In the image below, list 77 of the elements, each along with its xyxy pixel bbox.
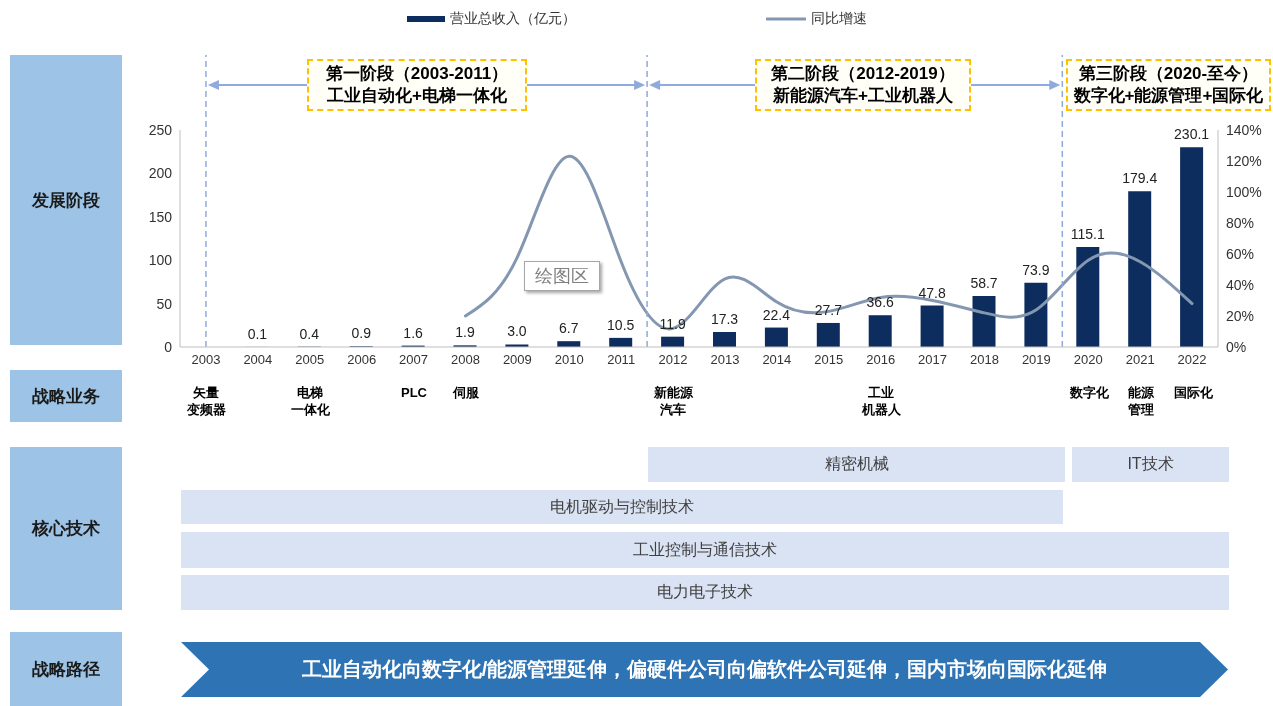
x-tick-label: 2014 [762, 352, 792, 368]
text: 电梯一体化 [290, 384, 330, 418]
x-tick-label: 2013 [710, 352, 740, 368]
y2-tick-label: 100% [1226, 183, 1262, 200]
x-tick-label: 2021 [1125, 352, 1155, 368]
data-label: 1.6 [403, 324, 424, 341]
text: IT技术 [1127, 454, 1174, 474]
data-label: 58.7 [970, 275, 998, 292]
y-tick-label: 200 [148, 165, 173, 182]
text: 能源管理 [1128, 384, 1154, 418]
text: 国际化 [1173, 384, 1213, 401]
data-label: 0.9 [351, 325, 372, 342]
text: 电力电子技术 [657, 582, 753, 602]
data-label: 17.3 [710, 310, 739, 327]
x-tick-label: 2015 [814, 352, 844, 368]
x-tick-label: 2004 [243, 352, 273, 368]
x-tick-label: 2007 [399, 352, 429, 368]
legend-label: 营业总收入（亿元） [449, 10, 576, 28]
x-tick-label: 2009 [502, 352, 532, 368]
x-tick-label: 2019 [1021, 352, 1051, 368]
x-tick-label: 2022 [1177, 352, 1207, 368]
y-tick-label: 250 [148, 121, 173, 138]
y-tick-label: 100 [148, 252, 173, 269]
text: 第三阶段（2020-至今）数字化+能源管理+国际化 [1073, 63, 1264, 107]
data-label: 27.7 [814, 301, 843, 318]
text: 第一阶段（2003-2011）工业自动化+电梯一体化 [325, 63, 509, 107]
data-label: 47.8 [918, 284, 946, 301]
text: 矢量变频器 [186, 384, 226, 418]
x-tick-label: 2020 [1073, 352, 1103, 368]
y2-tick-label: 20% [1226, 307, 1255, 324]
data-label: 0.1 [247, 325, 268, 342]
text: 战略路径 [32, 658, 100, 681]
x-tick-label: 2010 [554, 352, 584, 368]
y-tick-label: 150 [148, 208, 173, 225]
text: 电机驱动与控制技术 [550, 496, 694, 517]
text: 数字化 [1069, 384, 1109, 401]
text: 精密机械 [824, 454, 889, 474]
text: 伺服 [453, 384, 479, 401]
data-label: 115.1 [1070, 226, 1106, 243]
legend-label: 同比增速 [810, 10, 867, 28]
text: PLC [401, 384, 427, 401]
data-label: 230.1 [1174, 126, 1210, 143]
x-tick-label: 2016 [866, 352, 896, 368]
data-label: 22.4 [762, 306, 791, 323]
data-label: 6.7 [559, 320, 579, 337]
text: 战略业务 [32, 385, 100, 408]
data-label: 10.5 [607, 316, 635, 333]
text: 第二阶段（2012-2019）新能源汽车+工业机器人 [771, 63, 955, 107]
y2-tick-label: 80% [1226, 214, 1255, 231]
x-tick-label: 2017 [918, 352, 948, 368]
text: 工业控制与通信技术 [633, 539, 777, 560]
y2-tick-label: 40% [1226, 276, 1255, 293]
y2-tick-label: 120% [1226, 152, 1262, 169]
x-tick-label: 2003 [191, 352, 221, 368]
x-tick-label: 2011 [607, 352, 636, 368]
data-label: 1.9 [455, 324, 475, 341]
y2-tick-label: 0% [1226, 338, 1247, 355]
data-label: 179.4 [1122, 170, 1158, 187]
x-tick-label: 2006 [347, 352, 377, 368]
x-tick-label: 2005 [295, 352, 325, 368]
text: 核心技术 [32, 518, 100, 540]
text: 发展阶段 [32, 189, 100, 212]
text: 新能源汽车 [653, 384, 693, 418]
x-tick-label: 2008 [450, 352, 480, 368]
y2-tick-label: 60% [1226, 245, 1255, 262]
text: 工业机器人 [861, 384, 901, 418]
data-label: 36.6 [866, 294, 895, 311]
x-tick-label: 2018 [969, 352, 999, 368]
text: 工业自动化向数字化/能源管理延伸，偏硬件公司向偏软件公司延伸，国内市场向国际化延伸 [301, 657, 1108, 682]
y2-tick-label: 140% [1226, 121, 1262, 138]
y-tick-label: 0 [164, 338, 173, 355]
y-tick-label: 50 [156, 295, 173, 312]
annotation: 绘图区 [535, 265, 589, 288]
data-label: 3.0 [507, 323, 527, 340]
data-label: 73.9 [1022, 261, 1050, 278]
data-label: 0.4 [299, 325, 320, 342]
x-tick-label: 2012 [658, 352, 688, 368]
